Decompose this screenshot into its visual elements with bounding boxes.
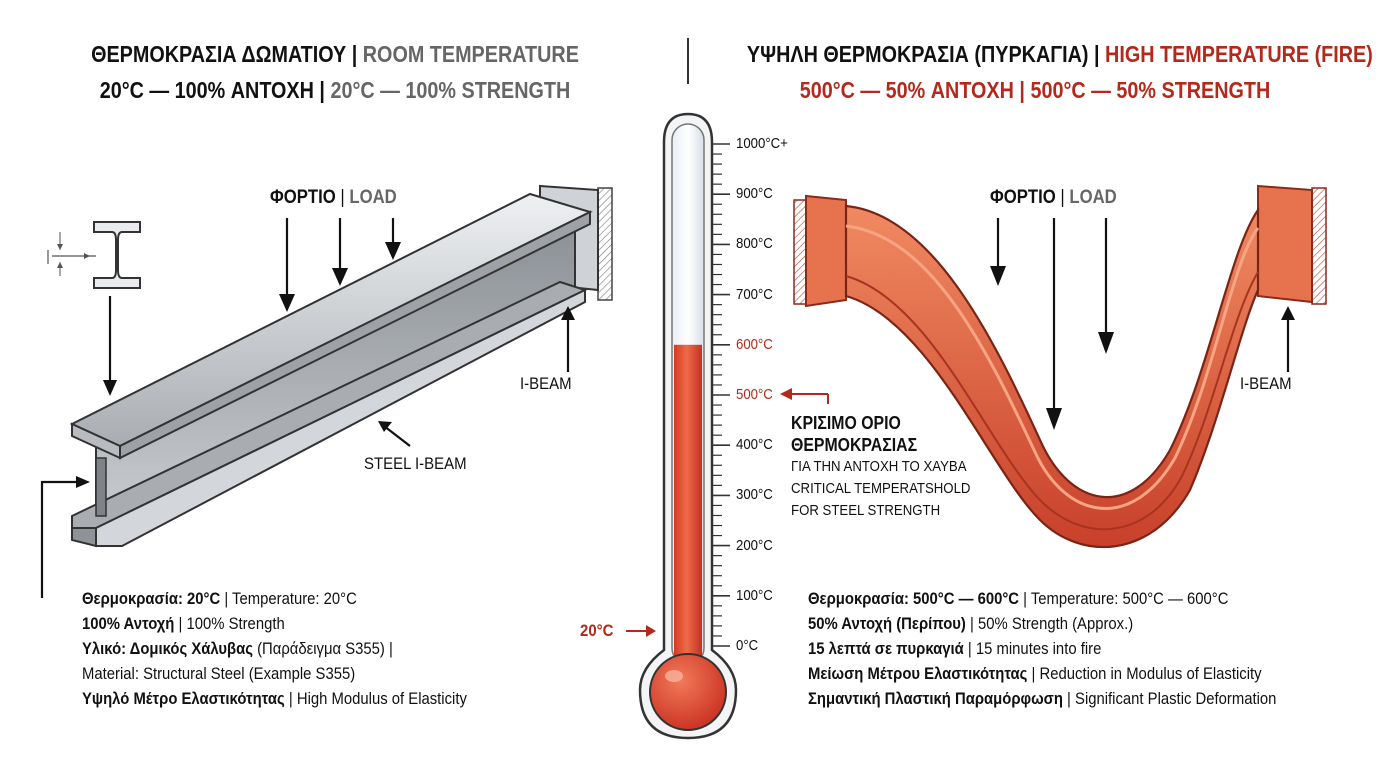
spec-row: Υλικό: Δομικός Χάλυβας (Παράδειγμα S355)… xyxy=(82,637,467,662)
critical-threshold-label: ΚΡΙΣΙΜΟ ΟΡΙΟ ΘΕΡΜΟΚΡΑΣΙΑΣ ΓΙΑ ΤΗΝ ΑΝΤΟΧΗ… xyxy=(791,413,971,519)
critical-arrow xyxy=(780,388,829,404)
scale-label: 500°C xyxy=(736,386,773,403)
spec-text: | Temperature: 20°C xyxy=(220,590,357,608)
ibeam-section-icon xyxy=(47,221,141,289)
scale-label: 800°C xyxy=(736,235,773,253)
spec-row: Σημαντική Πλαστική Παραμόρφωση | Signifi… xyxy=(808,687,1276,712)
spec-text: (Παράδειγμα S355) | xyxy=(252,640,393,658)
spec-text: | 100% Strength xyxy=(174,615,285,633)
steel-ibeam-label: STEEL I-BEAM xyxy=(364,454,467,473)
spec-text: | Significant Plastic Deformation xyxy=(1062,690,1277,708)
spec-row: Material: Structural Steel (Example S355… xyxy=(82,662,467,687)
scale-label: 600°C xyxy=(736,335,773,353)
current-temp-label: 20°C xyxy=(580,621,614,640)
spec-bold: 100% Αντοχή xyxy=(82,615,175,633)
scale-label: 100°C xyxy=(736,586,773,604)
left-subtitle: 20°C — 100% ΑΝΤΟΧΗ | 20°C — 100% STRENGT… xyxy=(99,77,571,103)
current-temp-arrow xyxy=(626,625,656,637)
spec-text: | Reduction in Modulus of Elasticity xyxy=(1027,665,1262,683)
scale-label: 400°C xyxy=(736,436,773,454)
spec-bold: Υλικό: Δομικός Χάλυβας xyxy=(82,640,253,658)
right-load-label: ΦΟΡΤΙΟ | LOAD xyxy=(990,187,1117,208)
spec-row: 100% Αντοχή | 100% Strength xyxy=(82,612,467,637)
left-ibeam-label: I-BEAM xyxy=(520,374,572,393)
left-title: ΘΕΡΜΟΚΡΑΣΙΑ ΔΩΜΑΤΙΟΥ | ROOM TEMPERATURE xyxy=(91,41,579,67)
spec-bold: Θερμοκρασία: 20°C xyxy=(82,590,221,608)
scale-label: 200°C xyxy=(736,536,773,554)
spec-text: | 15 minutes into fire xyxy=(963,640,1102,658)
spec-row: Μείωση Μέτρου Ελαστικότητας | Reduction … xyxy=(808,662,1276,687)
left-arrows xyxy=(40,218,575,598)
right-spec-list: Θερμοκρασία: 500°C — 600°C | Temperature… xyxy=(808,587,1276,712)
left-load-label: ΦΟΡΤΙΟ | LOAD xyxy=(270,187,397,208)
scale-label: 300°C xyxy=(736,486,773,504)
spec-bold: Μείωση Μέτρου Ελαστικότητας xyxy=(808,665,1028,683)
right-subtitle: 500°C — 50% ΑΝΤΟΧΗ | 500°C — 50% STRENGT… xyxy=(799,77,1271,103)
spec-bold: 50% Αντοχή (Περίπου) xyxy=(808,615,966,633)
left-spec-list: Θερμοκρασία: 20°C | Temperature: 20°C 100… xyxy=(82,587,467,712)
spec-bold: Σημαντική Πλαστική Παραμόρφωση xyxy=(808,690,1063,708)
spec-text: | 50% Strength (Approx.) xyxy=(965,615,1134,633)
spec-text: Material: Structural Steel (Example S355… xyxy=(82,665,356,683)
spec-row: Υψηλό Μέτρο Ελαστικότητας | High Modulus… xyxy=(82,687,467,712)
hot-bent-ibeam xyxy=(793,184,1327,548)
spec-bold: 15 λεπτά σε πυρκαγιά xyxy=(808,640,964,658)
right-title: ΥΨΗΛΗ ΘΕΡΜΟΚΡΑΣΙΑ (ΠΥΡΚΑΓΙΑ) | HIGH TEMP… xyxy=(746,41,1373,67)
spec-row: 50% Αντοχή (Περίπου) | 50% Strength (App… xyxy=(808,612,1276,637)
spec-bold: Θερμοκρασία: 500°C — 600°C xyxy=(808,590,1020,608)
scale-label: 0°C xyxy=(736,637,759,654)
spec-row: Θερμοκρασία: 20°C | Temperature: 20°C xyxy=(82,587,467,612)
right-arrows xyxy=(990,218,1295,430)
steel-ibeam xyxy=(69,184,613,548)
scale-label: 1000°C+ xyxy=(736,135,788,152)
spec-row: 15 λεπτά σε πυρκαγιά | 15 minutes into f… xyxy=(808,637,1276,662)
right-ibeam-label: I-BEAM xyxy=(1240,374,1292,393)
thermometer xyxy=(638,112,738,740)
scale-label: 900°C xyxy=(736,185,773,203)
spec-row: Θερμοκρασία: 500°C — 600°C | Temperature… xyxy=(808,587,1276,612)
spec-text: | Temperature: 500°C — 600°C xyxy=(1019,590,1229,608)
scale-label: 700°C xyxy=(736,285,773,303)
spec-text: | High Modulus of Elasticity xyxy=(284,690,467,708)
spec-bold: Υψηλό Μέτρο Ελαστικότητας xyxy=(82,690,285,708)
